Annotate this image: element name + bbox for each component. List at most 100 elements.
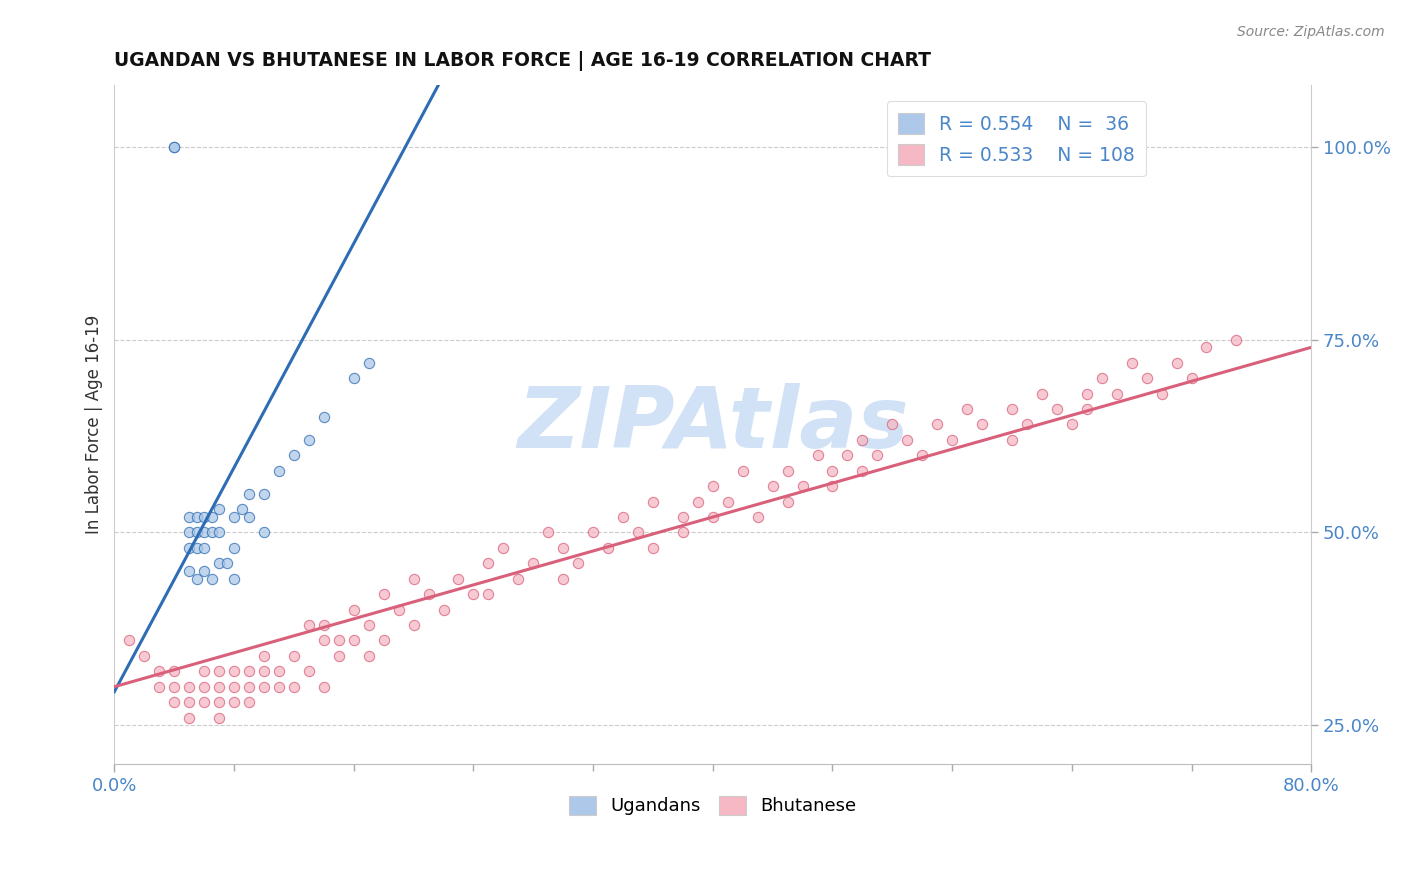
Point [896, 433, 918, 447]
Point [186, 510, 208, 524]
Point [267, 665, 290, 679]
Point [1121, 356, 1143, 370]
Point [508, 572, 530, 586]
Point [328, 648, 350, 663]
Point [717, 494, 740, 508]
Point [253, 525, 276, 540]
Point [118, 633, 141, 648]
Point [1180, 371, 1202, 385]
Point [179, 525, 201, 540]
Point [134, 648, 156, 663]
Point [956, 402, 979, 417]
Point [806, 448, 828, 462]
Point [179, 510, 201, 524]
Point [231, 502, 253, 516]
Point [747, 510, 769, 524]
Point [186, 525, 208, 540]
Point [193, 665, 215, 679]
Point [238, 680, 260, 694]
Point [762, 479, 785, 493]
Point [882, 417, 904, 432]
Point [163, 665, 186, 679]
Point [215, 557, 238, 571]
Point [866, 448, 889, 462]
Point [627, 525, 650, 540]
Point [776, 494, 799, 508]
Point [134, 776, 156, 790]
Point [148, 665, 170, 679]
Point [492, 541, 515, 555]
Point [357, 648, 380, 663]
Point [238, 665, 260, 679]
Point [179, 564, 201, 578]
Point [328, 633, 350, 648]
Point [537, 525, 560, 540]
Point [1195, 340, 1218, 354]
Point [163, 140, 186, 154]
Point [837, 448, 859, 462]
Point [553, 572, 575, 586]
Point [201, 572, 224, 586]
Point [522, 557, 544, 571]
Point [1031, 386, 1053, 401]
Point [686, 494, 709, 508]
Point [702, 479, 724, 493]
Text: Source: ZipAtlas.com: Source: ZipAtlas.com [1237, 25, 1385, 39]
Y-axis label: In Labor Force | Age 16-19: In Labor Force | Age 16-19 [86, 315, 103, 534]
Point [702, 510, 724, 524]
Point [927, 417, 949, 432]
Point [222, 572, 245, 586]
Text: UGANDAN VS BHUTANESE IN LABOR FORCE | AGE 16-19 CORRELATION CHART: UGANDAN VS BHUTANESE IN LABOR FORCE | AG… [114, 51, 931, 70]
Point [1076, 386, 1098, 401]
Point [163, 680, 186, 694]
Point [201, 525, 224, 540]
Point [1015, 417, 1038, 432]
Point [1225, 333, 1247, 347]
Point [193, 510, 215, 524]
Point [357, 618, 380, 632]
Point [463, 587, 485, 601]
Point [186, 541, 208, 555]
Point [1046, 402, 1069, 417]
Text: ZIPAtlas: ZIPAtlas [517, 383, 908, 466]
Point [298, 433, 321, 447]
Point [1166, 356, 1188, 370]
Point [1001, 402, 1024, 417]
Point [970, 417, 993, 432]
Point [238, 695, 260, 709]
Point [222, 665, 245, 679]
Point [343, 633, 366, 648]
Point [253, 648, 276, 663]
Point [193, 541, 215, 555]
Point [672, 525, 695, 540]
Point [1001, 433, 1024, 447]
Point [179, 695, 201, 709]
Point [1060, 417, 1083, 432]
Point [193, 564, 215, 578]
Point [179, 710, 201, 724]
Point [267, 680, 290, 694]
Point [402, 572, 425, 586]
Point [373, 587, 395, 601]
Point [477, 557, 499, 571]
Point [208, 665, 231, 679]
Point [238, 487, 260, 501]
Point [402, 618, 425, 632]
Point [222, 541, 245, 555]
Point [208, 680, 231, 694]
Point [208, 525, 231, 540]
Point [1136, 371, 1159, 385]
Point [447, 572, 470, 586]
Point [283, 448, 305, 462]
Point [312, 633, 335, 648]
Point [312, 680, 335, 694]
Point [612, 510, 634, 524]
Point [418, 587, 440, 601]
Point [179, 680, 201, 694]
Point [253, 665, 276, 679]
Point [343, 371, 366, 385]
Point [298, 665, 321, 679]
Point [941, 433, 963, 447]
Legend: Ugandans, Bhutanese: Ugandans, Bhutanese [562, 789, 863, 822]
Point [1105, 386, 1128, 401]
